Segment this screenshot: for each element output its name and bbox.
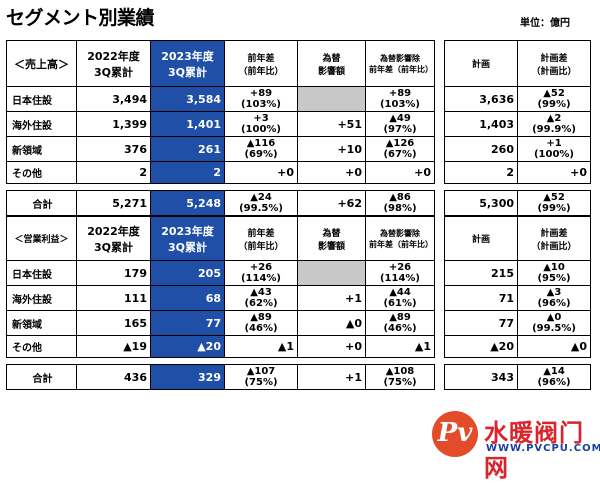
profit-header-fy2023: 2023年度 3Q累計 <box>150 216 225 261</box>
table-row: 260 +1 (100%) <box>444 136 591 162</box>
profit-header-yoy: 前年差 （前年比） <box>224 216 298 261</box>
profit-header-exfx: 為替影響除 前年差（前年比） <box>365 216 435 261</box>
sales-plan-table: 計画 計画差 （計画比） 3,636 ▲52 (99%) 1,403 ▲2 (99.9… <box>444 40 591 216</box>
table-row: 新領域 165 77 ▲89 (46%) ▲0 ▲89 (46%) <box>6 310 435 336</box>
sales-header-exfx: 為替影響除 前年差（前年比） <box>365 40 435 87</box>
table-row: 海外住設 1,399 1,401 +3 (100%) +51 ▲49 (97%) <box>6 111 435 137</box>
table-row: 海外住設 111 68 ▲43 (62%) +1 ▲44 (61%) <box>6 285 435 311</box>
profit-header-fx: 為替 影響額 <box>297 216 366 261</box>
logo-url: WWW.PVCPU.COM <box>486 443 600 454</box>
table-row: ▲20 ▲0 <box>444 335 591 358</box>
sales-header-fy2022: 2022年度 3Q累計 <box>76 40 151 87</box>
table-row: 3,636 ▲52 (99%) <box>444 86 591 112</box>
sales-header-plandiff: 計画差 （計画比） <box>517 40 591 87</box>
table-row: その他 ▲19 ▲20 ▲1 +0 ▲1 <box>6 335 435 358</box>
table-row: 新領域 376 261 ▲116 (69%) +10 ▲126 (67%) <box>6 136 435 162</box>
profit-section-label: ＜営業利益＞ <box>6 216 77 261</box>
profit-table: ＜営業利益＞ 2022年度 3Q累計 2023年度 3Q累計 前年差 （前年比） 為替… <box>6 216 435 390</box>
table-row: 71 ▲3 (96%) <box>444 285 591 311</box>
table-row: 77 ▲0 (99.5%) <box>444 310 591 336</box>
sales-total-row: 合計 5,271 5,248 ▲24 (99.5%) +62 ▲86 (98%) <box>6 190 435 216</box>
table-row: 1,403 ▲2 (99.9%) <box>444 111 591 137</box>
sales-plan-total-row: 5,300 ▲52 (99%) <box>444 190 591 216</box>
profit-plan-total-row: 343 ▲14 (96%) <box>444 364 591 390</box>
table-row: 日本住設 3,494 3,584 +89 (103%) +89 (103%) <box>6 86 435 112</box>
table-row: 2 +0 <box>444 161 591 184</box>
sales-table: ＜売上高＞ 2022年度 3Q累計 2023年度 3Q累計 前年差 （前年比） 為替影… <box>6 40 435 216</box>
table-row: その他 2 2 +0 +0 +0 <box>6 161 435 184</box>
watermark-logo: Pv 水暖阀门网 WWW.PVCPU.COM <box>432 403 600 482</box>
sales-header-fx: 為替 影響額 <box>297 40 366 87</box>
unit-label: 単位：億円 <box>520 18 570 29</box>
table-row: 日本住設 179 205 +26 (114%) +26 (114%) <box>6 260 435 286</box>
profit-plan-table: 計画 計画差 （計画比） 215 ▲10 (95%) 71 ▲3 (96%) 77 ▲… <box>444 216 591 390</box>
sales-header-plan: 計画 <box>444 40 518 87</box>
profit-header-plandiff: 計画差 （計画比） <box>517 216 591 261</box>
profit-total-row: 合計 436 329 ▲107 (75%) +1 ▲108 (75%) <box>6 364 435 390</box>
sales-header-yoy: 前年差 （前年比） <box>224 40 298 87</box>
profit-header-fy2022: 2022年度 3Q累計 <box>76 216 151 261</box>
table-row: 215 ▲10 (95%) <box>444 260 591 286</box>
logo-icon: Pv <box>432 411 478 457</box>
page-title: セグメント別業績 <box>6 7 155 29</box>
sales-header-fy2023: 2023年度 3Q累計 <box>150 40 225 87</box>
sales-section-label: ＜売上高＞ <box>6 40 77 87</box>
profit-header-plan: 計画 <box>444 216 518 261</box>
